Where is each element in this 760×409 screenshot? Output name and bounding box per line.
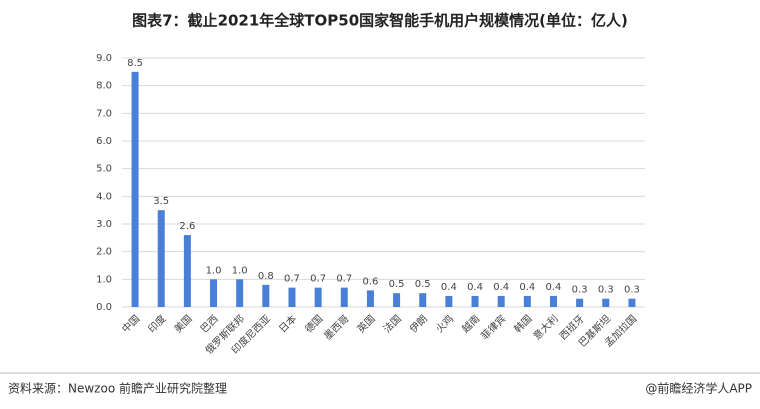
bar: [340, 287, 348, 307]
bar: [419, 293, 427, 307]
bar: [549, 295, 557, 307]
bar: [183, 235, 191, 307]
value-label: 0.4: [493, 282, 509, 293]
value-label: 0.6: [362, 276, 378, 287]
value-label: 8.5: [127, 58, 143, 69]
bar: [602, 298, 610, 307]
bar: [236, 279, 244, 307]
value-label: 0.7: [336, 274, 352, 285]
value-label: 0.3: [572, 285, 588, 296]
bar: [366, 290, 374, 307]
y-tick-label: 8.0: [96, 81, 112, 92]
bar: [288, 287, 296, 307]
value-label: 0.7: [310, 274, 326, 285]
bar: [471, 295, 479, 307]
bar: [445, 295, 453, 307]
y-tick-label: 4.0: [96, 191, 112, 202]
value-label: 0.4: [441, 282, 457, 293]
value-label: 2.6: [179, 221, 195, 232]
value-label: 0.5: [415, 279, 431, 290]
value-label: 0.4: [546, 282, 562, 293]
bar: [523, 295, 531, 307]
value-label: 0.4: [467, 282, 483, 293]
bar: [262, 284, 270, 307]
value-label: 0.7: [284, 274, 300, 285]
value-label: 0.4: [519, 282, 535, 293]
bar: [497, 295, 505, 307]
bar: [576, 298, 584, 307]
value-label: 1.0: [232, 265, 248, 276]
y-tick-label: 0.0: [96, 302, 112, 313]
y-tick-label: 1.0: [96, 274, 112, 285]
value-label: 0.3: [598, 285, 614, 296]
y-tick-label: 7.0: [96, 108, 112, 119]
y-tick-label: 6.0: [96, 136, 112, 147]
bar: [131, 71, 139, 307]
y-tick-label: 2.0: [96, 247, 112, 258]
value-label: 0.8: [258, 271, 274, 282]
value-label: 0.5: [389, 279, 405, 290]
bar: [210, 279, 218, 307]
chart-title: 图表7：截止2021年全球TOP50国家智能手机用户规模情况(单位：亿人): [132, 12, 628, 30]
y-tick-label: 5.0: [96, 164, 112, 175]
bar: [393, 293, 401, 307]
source: 资料来源：Newzoo 前瞻产业研究院整理: [8, 381, 227, 396]
bar: [157, 210, 165, 307]
y-tick-label: 9.0: [96, 53, 112, 64]
y-tick-label: 3.0: [96, 219, 112, 230]
value-label: 1.0: [206, 265, 222, 276]
credit: @前瞻经济学人APP: [645, 381, 752, 396]
bar: [314, 287, 322, 307]
bar: [628, 298, 636, 307]
value-label: 3.5: [153, 196, 169, 207]
value-label: 0.3: [624, 285, 640, 296]
